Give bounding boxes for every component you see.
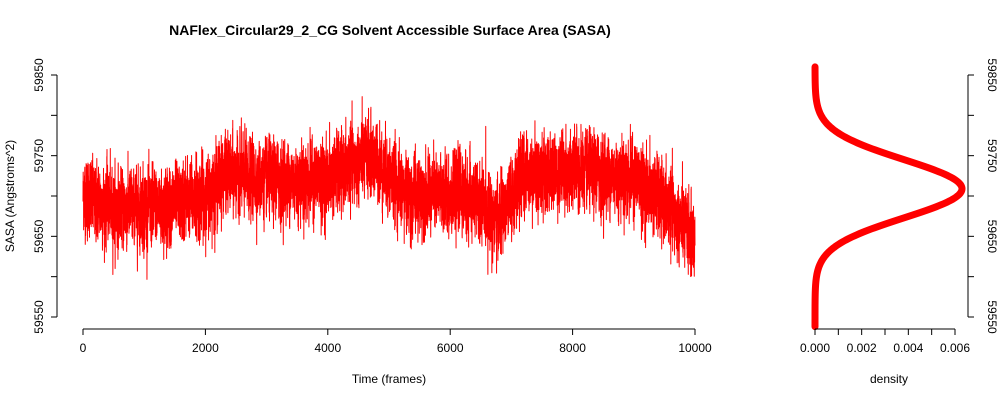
y-tick-label: 59550 <box>32 300 46 334</box>
density-y-tick-label: 59750 <box>985 139 999 173</box>
density-x-tick-label: 0.006 <box>940 341 970 355</box>
x-tick-label: 6000 <box>437 341 464 355</box>
x-tick-label: 4000 <box>314 341 341 355</box>
x-axis: 0 2000 4000 6000 8000 10000 <box>80 328 712 355</box>
y-tick-label: 59750 <box>32 139 46 173</box>
density-panel: 0.000 0.002 0.004 0.006 59550 59650 59750 5985… <box>800 58 999 386</box>
x-tick-label: 0 <box>80 341 87 355</box>
sasa-series-line <box>82 96 696 280</box>
x-axis-label: Time (frames) <box>352 372 426 386</box>
density-x-axis: 0.000 0.002 0.004 0.006 <box>800 328 970 355</box>
density-x-tick-label: 0.000 <box>800 341 830 355</box>
density-y-tick-label: 59550 <box>985 300 999 334</box>
chart-title: NAFlex_Circular29_2_CG Solvent Accessibl… <box>169 22 611 38</box>
y-axis: 59550 59650 59750 59850 <box>32 58 58 334</box>
y-tick-label: 59650 <box>32 219 46 253</box>
density-y-axis: 59550 59650 59750 59850 <box>967 58 999 334</box>
x-tick-label: 8000 <box>559 341 586 355</box>
y-axis-label: SASA (Angstroms^2) <box>3 140 17 252</box>
x-tick-label: 10000 <box>678 341 712 355</box>
density-y-tick-label: 59850 <box>985 58 999 92</box>
x-tick-label: 2000 <box>192 341 219 355</box>
timeseries-panel: 59550 59650 59750 59850 0 2000 4000 6000 8000 10… <box>3 58 712 386</box>
density-curve <box>811 63 966 331</box>
y-tick-label: 59850 <box>32 58 46 92</box>
density-curve-path <box>811 63 966 331</box>
density-x-axis-label: density <box>870 372 908 386</box>
density-x-tick-label: 0.002 <box>847 341 877 355</box>
density-y-tick-label: 59650 <box>985 220 999 254</box>
density-x-tick-label: 0.004 <box>893 341 923 355</box>
sasa-series-path <box>82 96 696 280</box>
